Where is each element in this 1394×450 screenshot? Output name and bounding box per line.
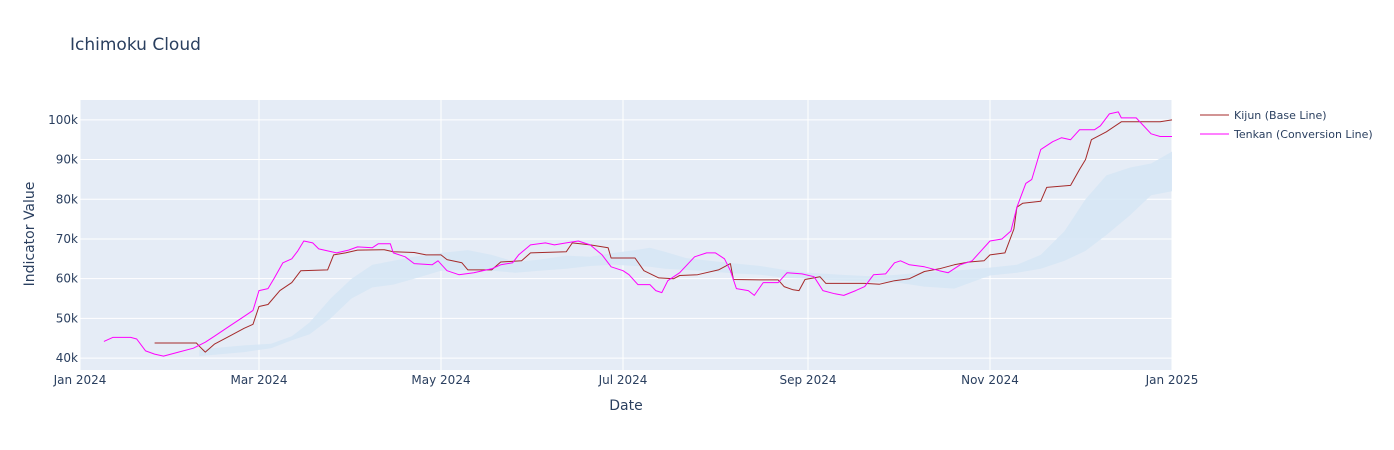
y-tick-label: 70k (56, 232, 78, 246)
x-tick-label: Sep 2024 (780, 373, 837, 387)
gridlines (79, 100, 1173, 370)
series-lines (103, 111, 1173, 357)
x-tick-label: Jul 2024 (598, 373, 648, 387)
y-axis-title: Indicator Value (22, 182, 38, 287)
x-tick-label: Mar 2024 (231, 373, 288, 387)
y-tick-label: 60k (56, 272, 78, 286)
x-tick-label: Jan 2025 (1145, 373, 1199, 387)
x-tick-label: Jan 2024 (53, 373, 107, 387)
legend: Kijun (Base Line) Tenkan (Conversion Line… (1200, 109, 1373, 141)
x-axis-title: Date (609, 398, 642, 414)
legend-label: Tenkan (Conversion Line) (1233, 128, 1373, 141)
series-line-1 (103, 111, 1172, 357)
cloud-area (199, 151, 1173, 357)
legend-label: Kijun (Base Line) (1234, 109, 1327, 122)
series-line-0 (154, 119, 1173, 353)
chart-title: Ichimoku Cloud (70, 35, 201, 55)
y-tick-label: 100k (48, 113, 78, 127)
x-axis-ticks: Jan 2024 Mar 2024 May 2024 Jul 2024 Sep 2024… (53, 373, 1199, 387)
y-tick-label: 90k (56, 153, 78, 167)
y-axis-ticks: 40k 50k 60k 70k 80k 90k 100k (48, 113, 78, 365)
x-tick-label: May 2024 (411, 373, 470, 387)
y-tick-label: 80k (56, 192, 78, 206)
y-tick-label: 40k (56, 351, 78, 365)
y-tick-label: 50k (56, 311, 78, 325)
ichimoku-cloud (199, 151, 1173, 357)
x-tick-label: Nov 2024 (961, 373, 1019, 387)
plot-area (80, 100, 1172, 370)
